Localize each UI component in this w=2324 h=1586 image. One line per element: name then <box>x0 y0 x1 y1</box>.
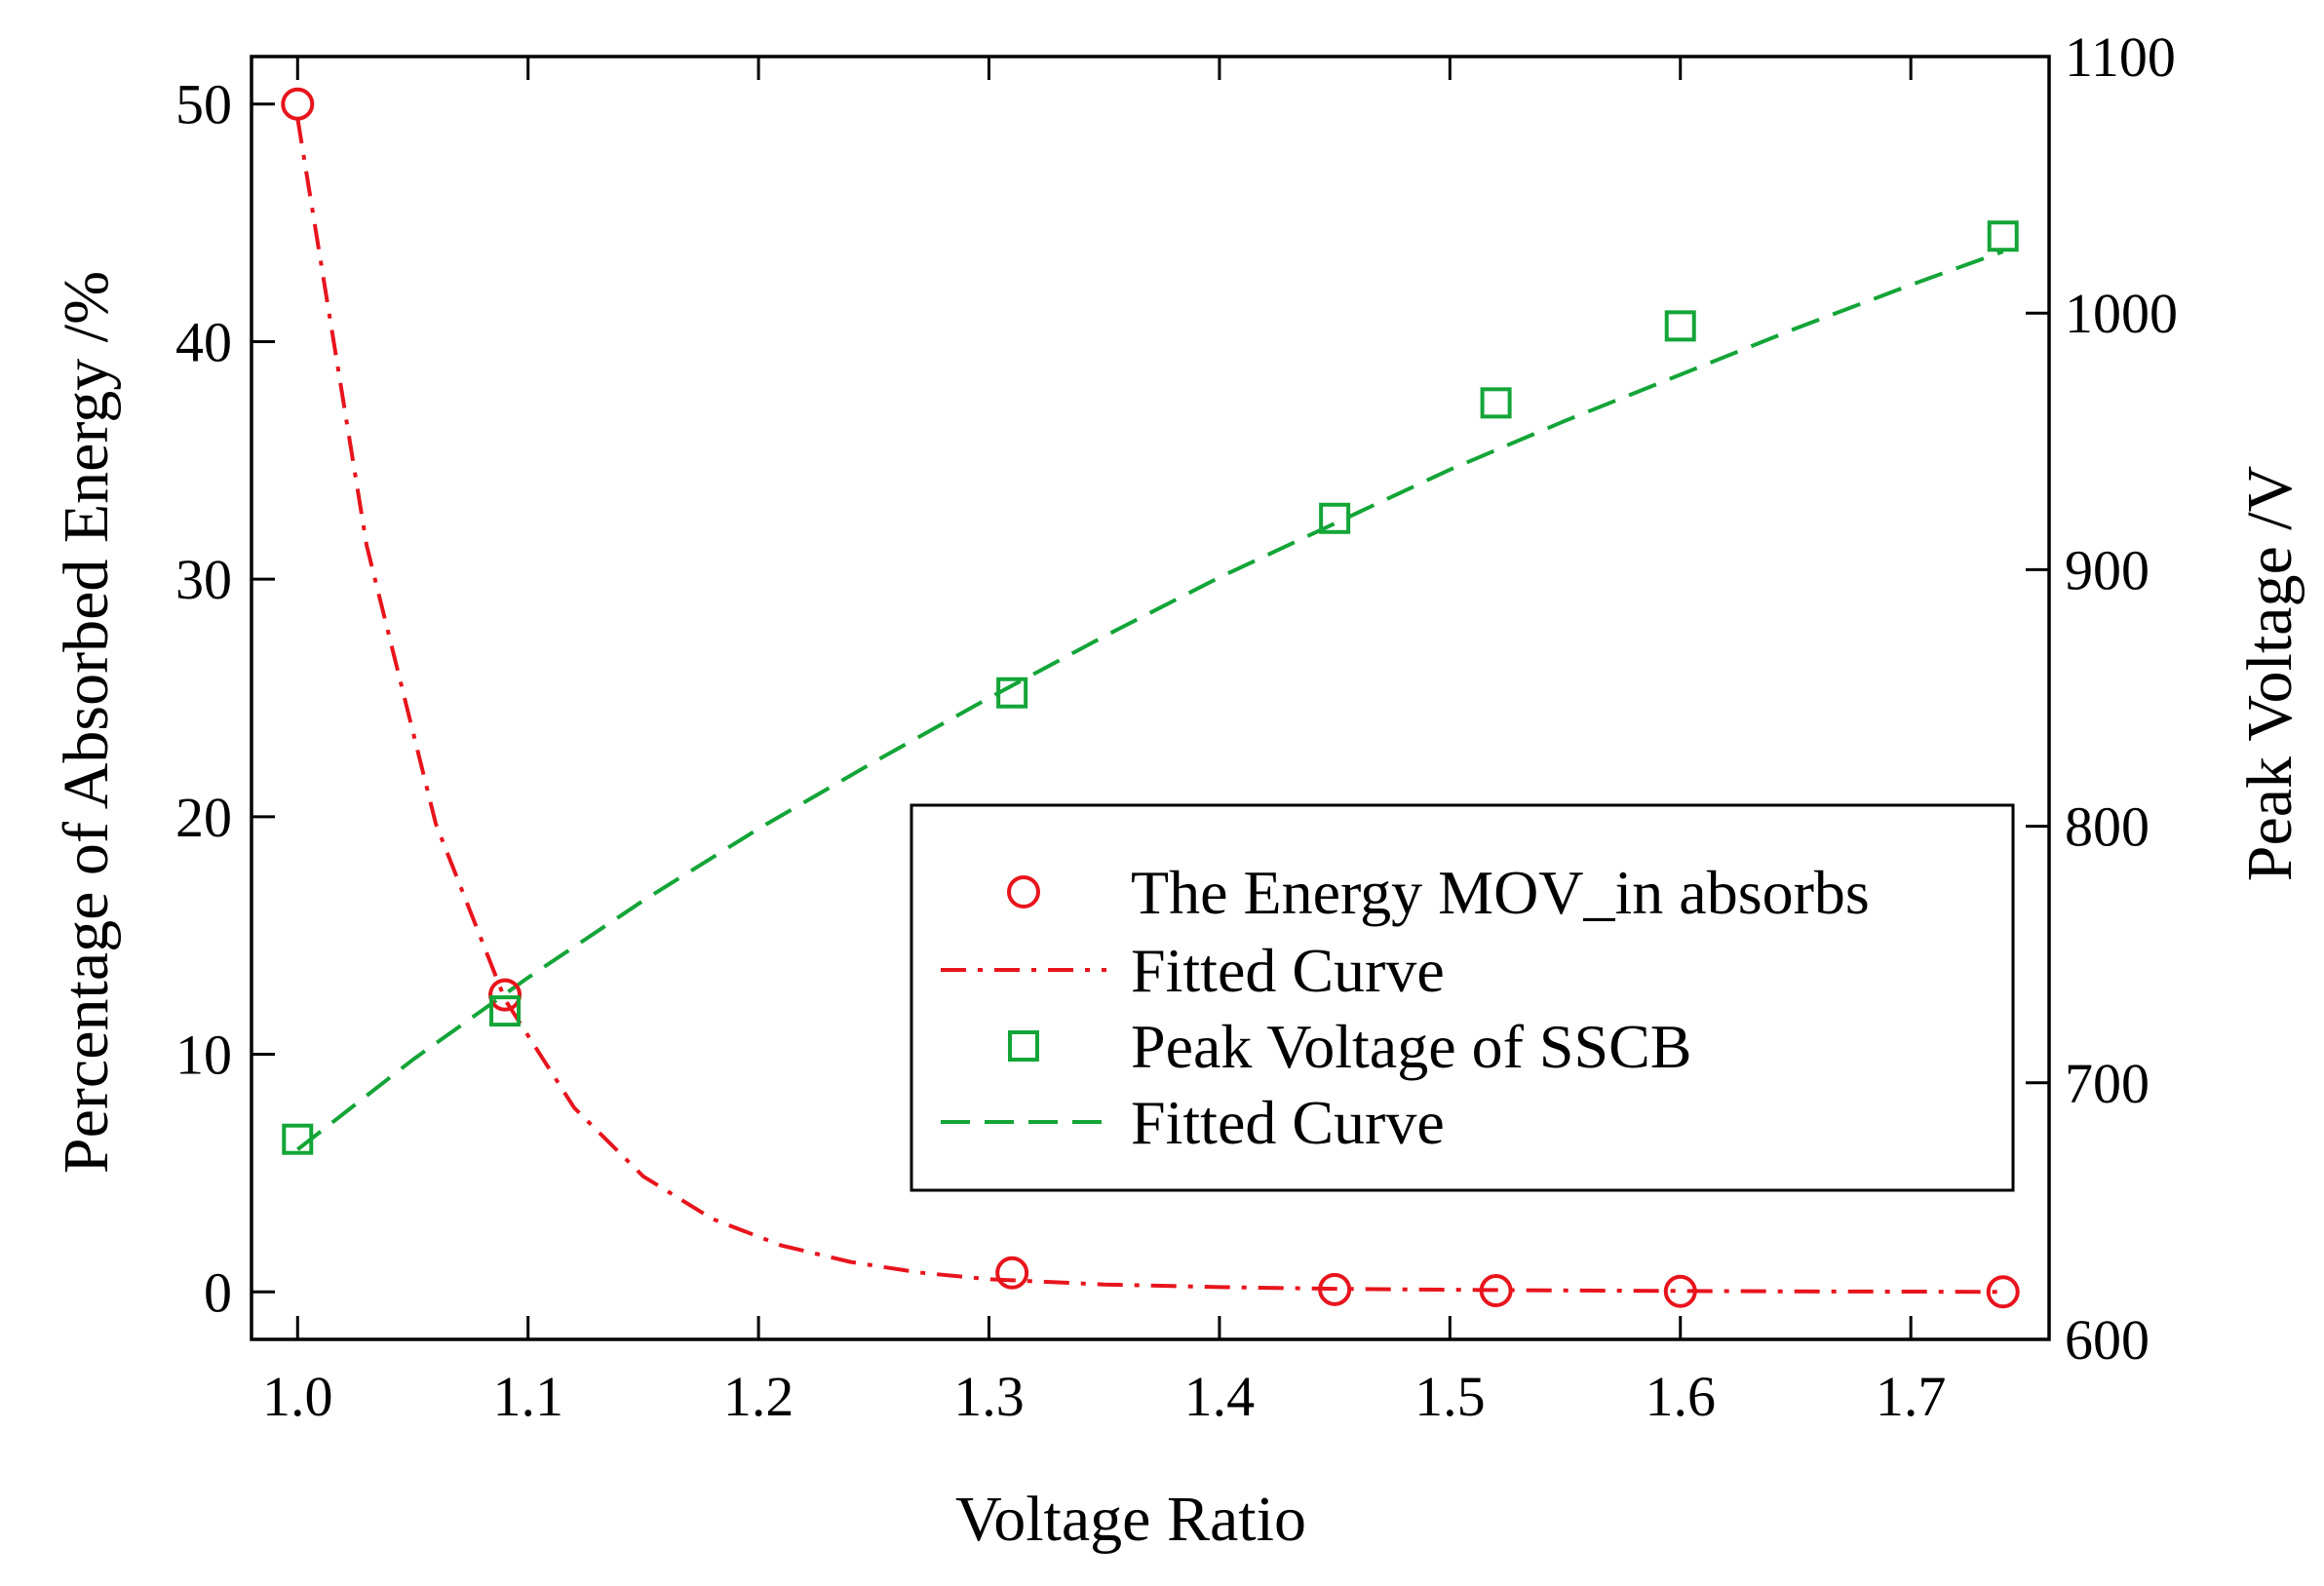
plot-frame <box>250 55 2051 1341</box>
legend-label: Fitted Curve <box>1131 1088 1445 1157</box>
voltage-data-point <box>1664 310 1696 342</box>
voltage-data-point <box>996 677 1028 709</box>
voltage-data-point <box>1319 502 1351 534</box>
energy-data-point <box>1986 1275 2020 1309</box>
legend: The Energy MOV_in absorbs Fitted Curve Pea… <box>910 803 2015 1192</box>
voltage-data-point <box>282 1123 314 1155</box>
y2-tick-label: 900 <box>2065 538 2150 601</box>
y-tick-label: 50 <box>175 73 232 136</box>
y2-tick-label: 1000 <box>2065 282 2178 345</box>
energy-data-point <box>1663 1274 1697 1308</box>
axes: 1.0 1.1 1.2 1.3 1.4 1.5 1.6 1.7 0 10 20 30 40 50 600 70… <box>175 25 2178 1428</box>
y2-tick-label: 700 <box>2065 1052 2150 1115</box>
x-tick-label: 1.4 <box>1184 1365 1256 1428</box>
fitted-curve-line-3 <box>296 250 2004 1151</box>
legend-circle-marker <box>1007 875 1040 909</box>
y2-tick-label: 600 <box>2065 1308 2150 1372</box>
energy-data-point <box>995 1256 1029 1290</box>
x-tick-label: 1.3 <box>953 1365 1025 1428</box>
x-tick-label: 1.2 <box>723 1365 794 1428</box>
y2-tick-label: 1100 <box>2065 25 2176 89</box>
x-tick-label: 1.5 <box>1414 1365 1486 1428</box>
energy-data-point <box>281 87 315 121</box>
legend-square-marker <box>1008 1030 1039 1062</box>
voltage-data-point <box>1480 387 1512 419</box>
y2-tick-label: 800 <box>2065 795 2150 859</box>
x-axis-title: Voltage Ratio <box>955 1484 1306 1555</box>
x-tick-label: 1.6 <box>1645 1365 1716 1428</box>
x-tick-label: 1.0 <box>262 1365 333 1428</box>
series-group <box>281 87 2020 1309</box>
legend-label: The Energy MOV_in absorbs <box>1131 858 1870 927</box>
voltage-data-point <box>1987 220 2019 252</box>
y-tick-label: 30 <box>175 548 232 611</box>
y-tick-label: 0 <box>204 1260 232 1324</box>
y-axis-title: Percentage of Absorbed Energy /% <box>51 271 122 1174</box>
fitted-curve-line-1 <box>295 118 2003 1295</box>
legend-label: Peak Voltage of SSCB <box>1131 1012 1691 1081</box>
voltage-data-point <box>489 995 522 1027</box>
legend-label: Fitted Curve <box>1131 936 1445 1005</box>
y2-axis-title: Peak Voltage /V <box>2234 466 2305 882</box>
energy-data-point <box>1318 1272 1352 1306</box>
y-tick-label: 40 <box>175 310 232 373</box>
energy-data-point <box>1479 1274 1513 1308</box>
y-tick-label: 10 <box>175 1024 232 1087</box>
energy-data-point <box>488 978 523 1012</box>
y-tick-label: 20 <box>175 786 232 849</box>
x-tick-label: 1.7 <box>1876 1365 1947 1428</box>
legend-box <box>910 803 2015 1192</box>
x-tick-label: 1.1 <box>492 1365 563 1428</box>
